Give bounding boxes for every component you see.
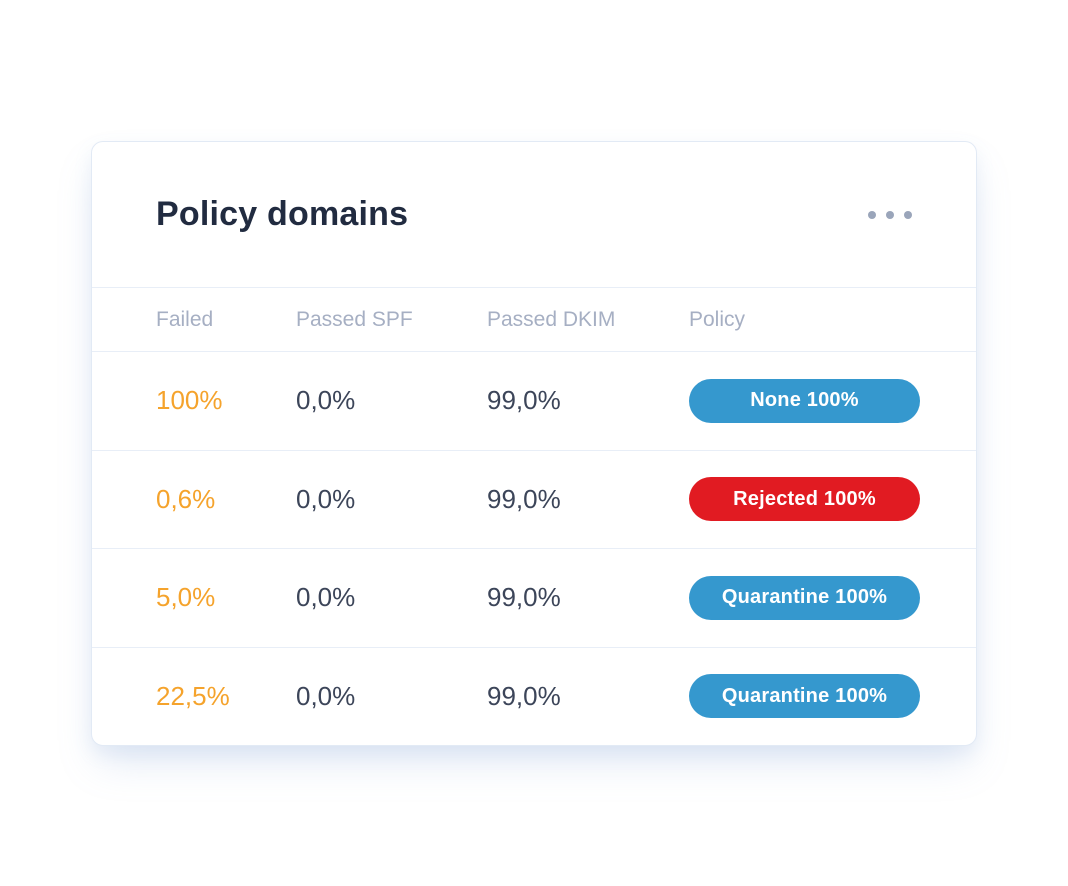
card-header: Policy domains xyxy=(92,142,976,287)
failed-value: 0,6% xyxy=(156,483,216,514)
card-title: Policy domains xyxy=(156,195,409,233)
policy-cell: Quarantine 100% xyxy=(689,674,920,719)
policy-badge[interactable]: Rejected 100% xyxy=(689,477,920,522)
policy-cell: None 100% xyxy=(689,378,920,423)
passed-spf-value: 0,0% xyxy=(296,483,356,514)
column-header-passed-spf: Passed SPF xyxy=(296,307,413,331)
column-header-policy: Policy xyxy=(689,307,746,331)
policy-badge[interactable]: Quarantine 100% xyxy=(689,575,920,620)
passed-dkim-value: 99,0% xyxy=(487,582,561,613)
column-header-failed: Failed xyxy=(156,307,214,331)
policy-cell: Quarantine 100% xyxy=(689,575,920,620)
policy-badge[interactable]: None 100% xyxy=(689,378,920,423)
passed-spf-value: 0,0% xyxy=(296,582,356,613)
table-body: 100% 0,0% 99,0% None 100% 0,6% 0,0% 99,0… xyxy=(92,352,976,745)
ellipsis-icon xyxy=(868,210,912,219)
card-menu-button[interactable] xyxy=(862,201,918,229)
table-row[interactable]: 5,0% 0,0% 99,0% Quarantine 100% xyxy=(92,548,976,647)
table-row[interactable]: 0,6% 0,0% 99,0% Rejected 100% xyxy=(92,449,976,549)
table-row[interactable]: 100% 0,0% 99,0% None 100% xyxy=(92,352,976,450)
failed-value: 22,5% xyxy=(156,680,230,711)
failed-value: 5,0% xyxy=(156,582,216,613)
passed-spf-value: 0,0% xyxy=(296,680,356,711)
passed-dkim-value: 99,0% xyxy=(487,385,561,416)
passed-spf-value: 0,0% xyxy=(296,385,356,416)
policy-badge[interactable]: Quarantine 100% xyxy=(689,674,920,719)
failed-value: 100% xyxy=(156,385,223,416)
passed-dkim-value: 99,0% xyxy=(487,483,561,514)
column-header-passed-dkim: Passed DKIM xyxy=(487,307,616,331)
policy-domains-card: Policy domains Failed Passed SPF Passed … xyxy=(91,141,977,746)
passed-dkim-value: 99,0% xyxy=(487,680,561,711)
table-header-row: Failed Passed SPF Passed DKIM Policy xyxy=(92,287,976,352)
table-row[interactable]: 22,5% 0,0% 99,0% Quarantine 100% xyxy=(92,646,976,746)
policy-cell: Rejected 100% xyxy=(689,477,920,522)
